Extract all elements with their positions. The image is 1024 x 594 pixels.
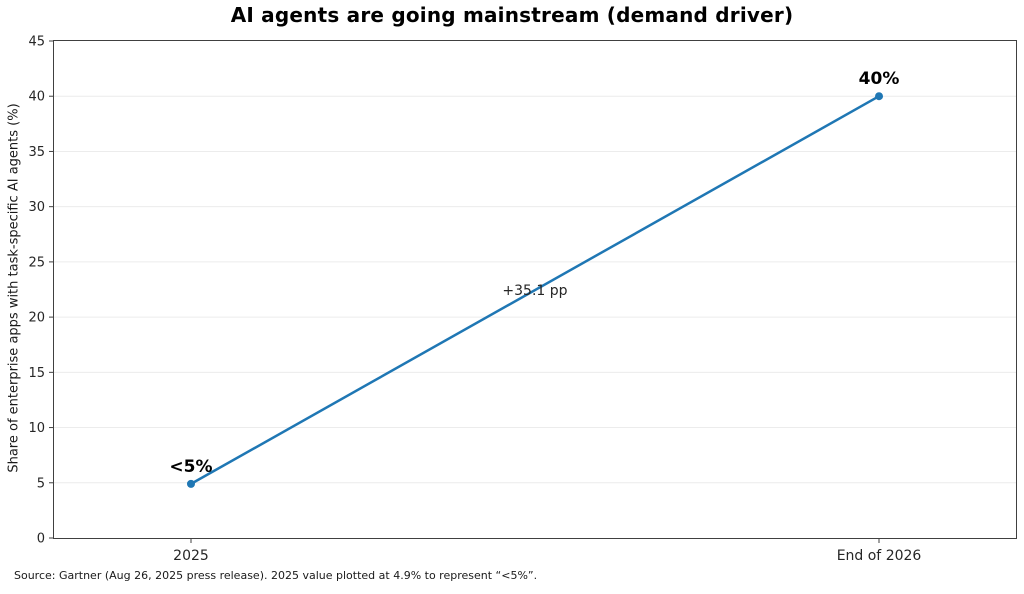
data-line [189, 94, 881, 486]
y-tick-label: 40 [28, 90, 45, 105]
y-tick-label: 20 [28, 311, 45, 326]
y-tick-label: 0 [37, 532, 45, 547]
y-tick-label: 15 [28, 366, 45, 381]
delta-annotation: +35.1 pp [502, 283, 567, 299]
chart-title: AI agents are going mainstream (demand d… [230, 3, 794, 27]
y-tick-label: 10 [28, 421, 45, 436]
y-tick-label: 5 [37, 476, 45, 491]
y-tick-label: 35 [28, 145, 45, 160]
data-point-marker [186, 479, 195, 488]
x-tick-label: End of 2026 [837, 548, 922, 564]
source-note: Source: Gartner (Aug 26, 2025 press rele… [14, 569, 538, 582]
point-label: <5% [169, 457, 212, 477]
point-label: 40% [859, 69, 900, 89]
y-tick-label: 25 [28, 255, 45, 270]
plot-area: 0 5 10 15 20 25 30 35 40 45 2025 End of 2026 +35.1 p… [28, 35, 1017, 564]
y-tick-label: 45 [28, 35, 45, 50]
x-tick-label: 2025 [173, 548, 209, 564]
data-point-marker [875, 92, 884, 101]
y-tick-label: 30 [28, 200, 45, 215]
y-axis-label: Share of enterprise apps with task-speci… [6, 103, 22, 473]
